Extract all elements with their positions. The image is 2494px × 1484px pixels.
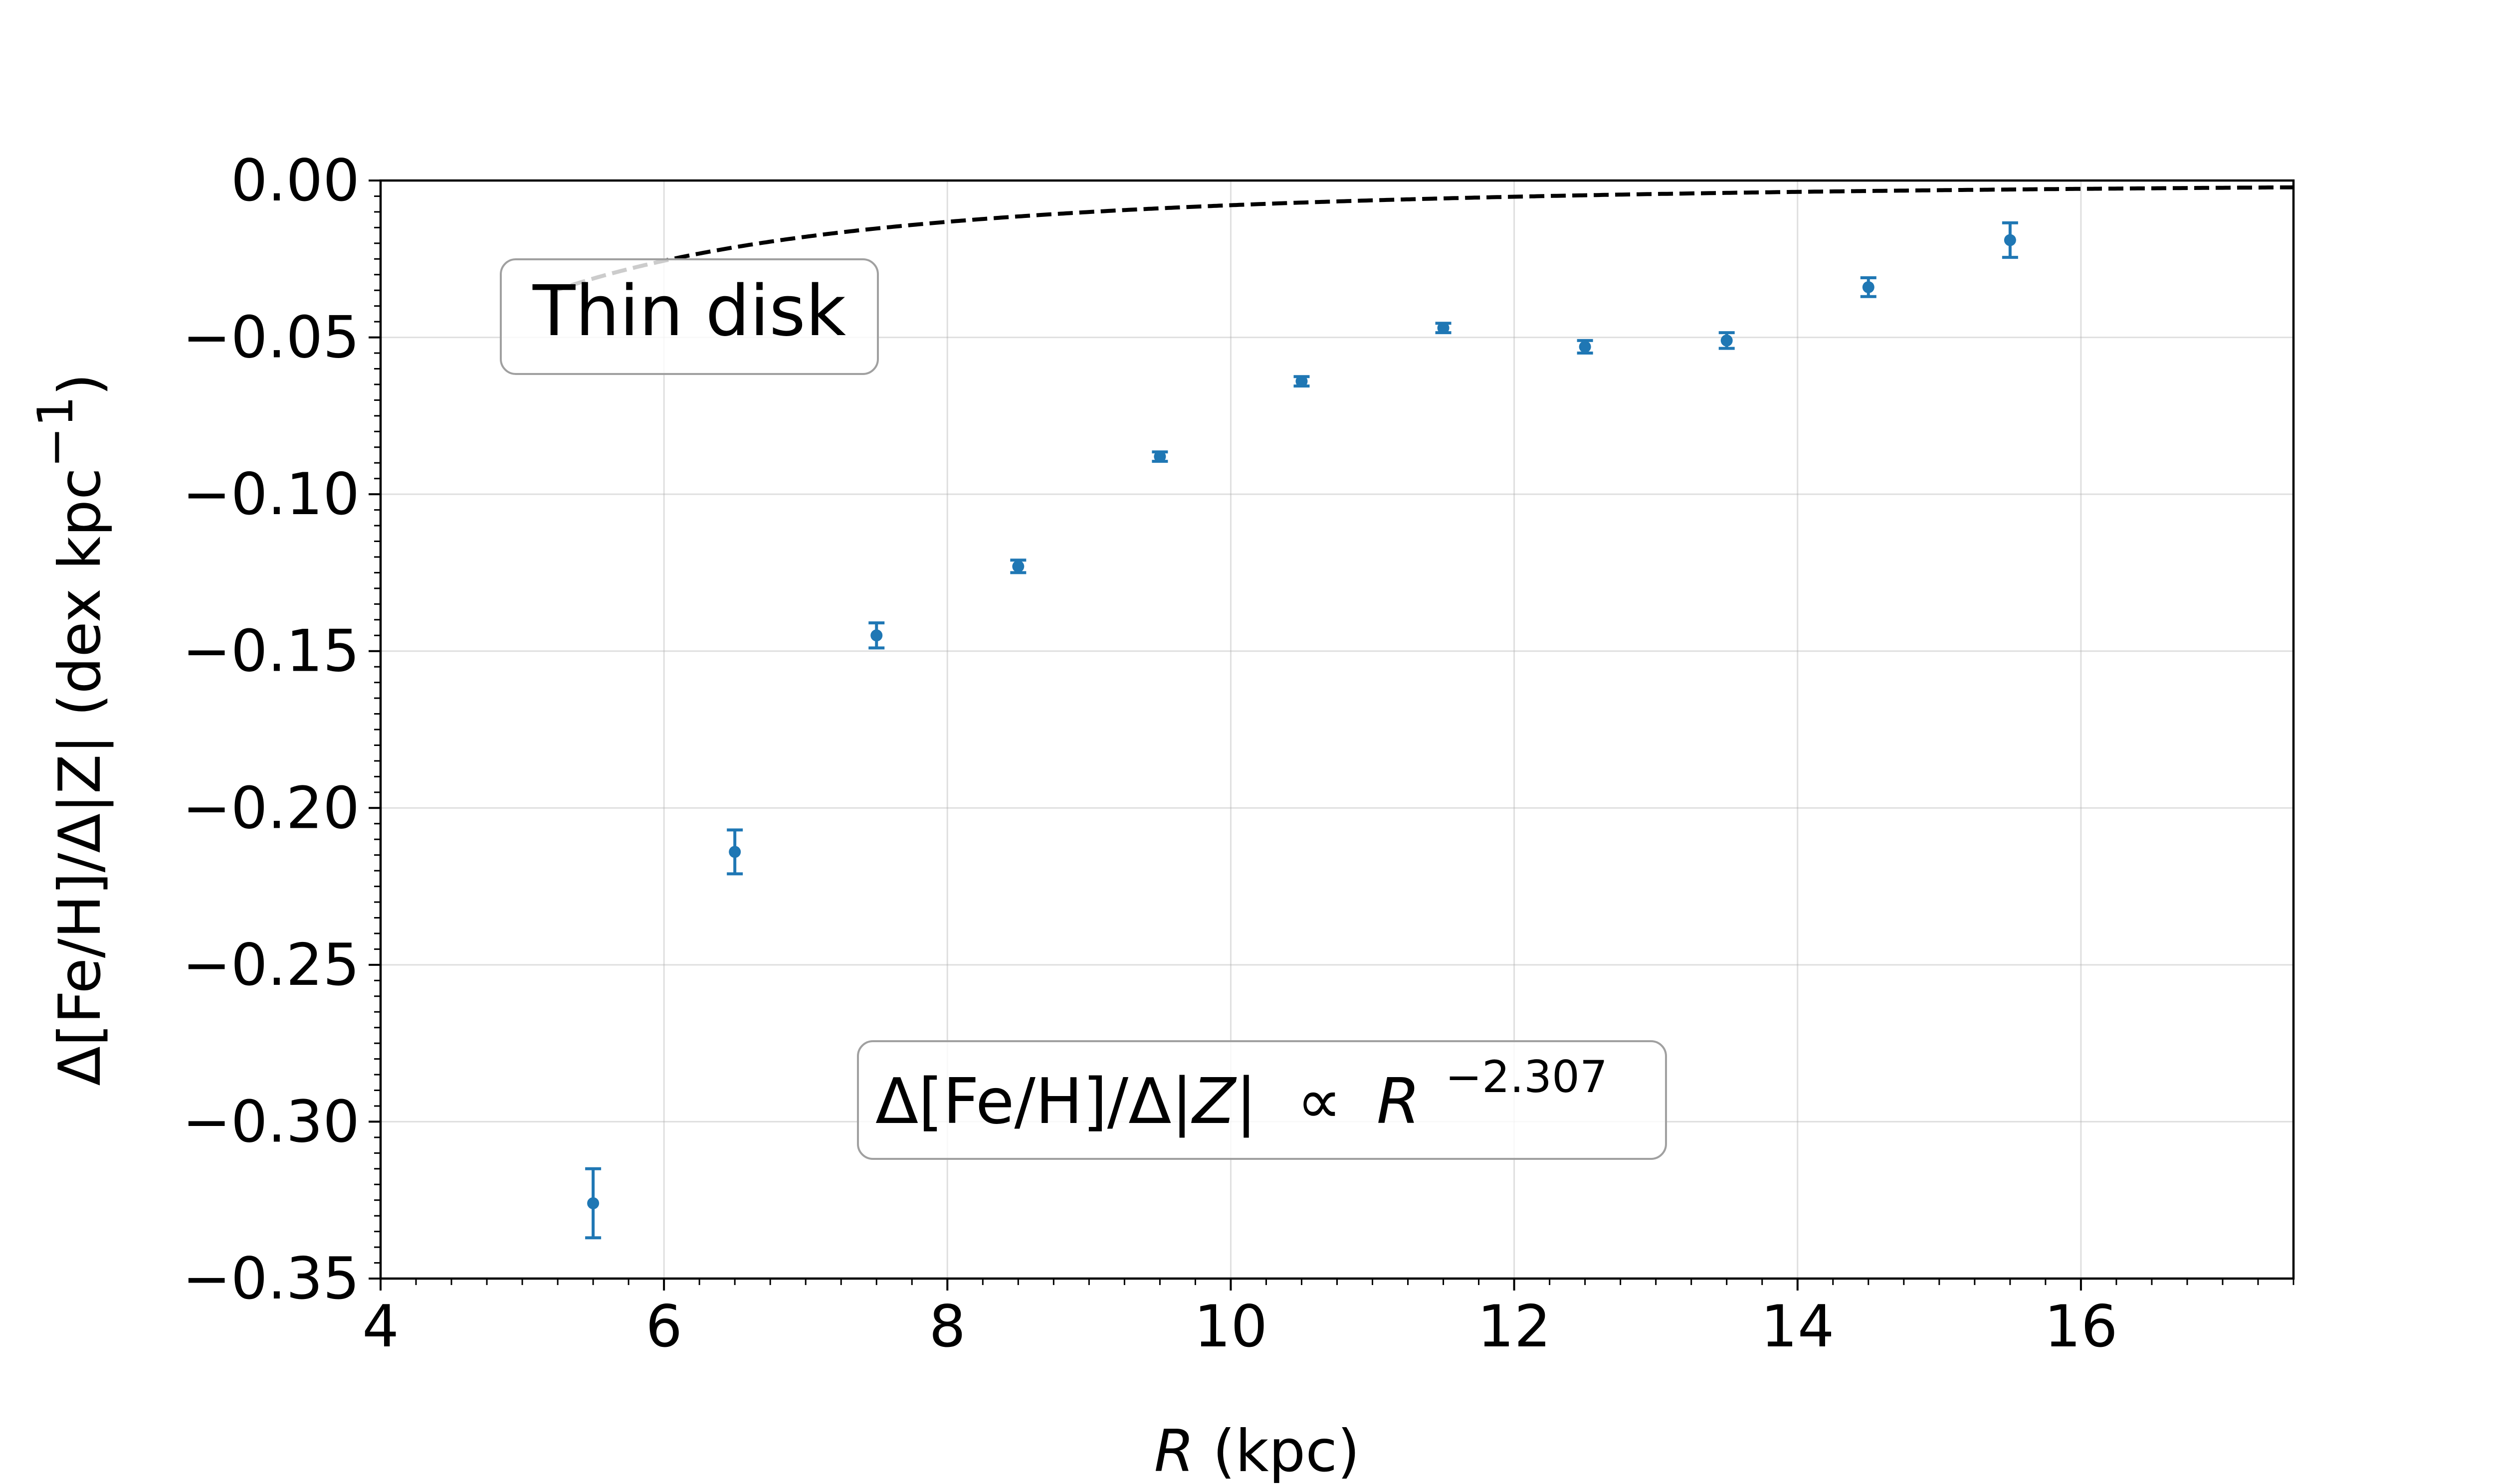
fit-exponent: −2.307 <box>1445 1051 1608 1103</box>
x-tick-label: 16 <box>2044 1293 2118 1360</box>
data-point <box>587 1197 600 1210</box>
data-point <box>2004 234 2016 246</box>
data-point <box>1012 560 1025 572</box>
data-point <box>1437 322 1450 334</box>
fit-annotation: Δ[Fe/H]/Δ|Z| ∝ R −2.307 <box>857 1040 1667 1160</box>
x-tick-label: 4 <box>362 1293 399 1360</box>
x-axis-unit: (kpc) <box>1194 1418 1360 1484</box>
data-point-group <box>727 828 743 876</box>
data-point-group <box>1293 375 1310 388</box>
data-point <box>1720 334 1733 347</box>
data-point-group <box>868 621 885 650</box>
thin-disk-annotation: Thin disk <box>500 258 879 375</box>
x-tick-labels: 4 6 8 10 12 14 16 <box>362 1293 2118 1360</box>
y-tick-label: −0.20 <box>183 774 360 842</box>
x-tick-label: 10 <box>1194 1293 1268 1360</box>
y-tick-label: −0.15 <box>183 618 360 685</box>
fit-lhs: Δ[Fe/H]/Δ| <box>875 1065 1193 1138</box>
data-point <box>1295 375 1308 387</box>
y-axis-text: Δ[Fe/H]/Δ|Z| (dex kpc <box>46 468 114 1086</box>
y-axis-sup: −1 <box>27 396 84 468</box>
fit-proportional: ∝ <box>1297 1065 1342 1138</box>
fit-equation: Δ[Fe/H]/Δ|Z| ∝ R −2.307 <box>875 1051 1608 1138</box>
data-point-group <box>585 1167 602 1240</box>
x-tick-label: 12 <box>1477 1293 1551 1360</box>
data-point-group <box>1435 322 1452 335</box>
data-point <box>1862 281 1874 293</box>
x-tick-label: 8 <box>929 1293 966 1360</box>
fit-box <box>857 1040 1667 1160</box>
fit-curve <box>550 185 2294 294</box>
thin-disk-box <box>500 258 879 375</box>
data-point <box>870 629 883 642</box>
y-tick-label: −0.30 <box>183 1088 360 1155</box>
data-point-group <box>1152 450 1168 463</box>
data-point-group <box>1577 339 1593 355</box>
x-tick-label: 14 <box>1761 1293 1835 1360</box>
fit-lhs-var: Z <box>1191 1065 1237 1138</box>
x-axis-var: R <box>1154 1418 1195 1484</box>
x-tick-label: 6 <box>645 1293 682 1360</box>
y-tick-labels: 0.00 −0.05 −0.10 −0.15 −0.20 −0.25 −0.30 −0.35 <box>183 147 360 1312</box>
data-point <box>1579 341 1591 353</box>
data-point-group <box>1718 331 1735 350</box>
x-axis-label: R (kpc) <box>1154 1418 1360 1484</box>
y-tick-label: −0.35 <box>183 1245 360 1312</box>
major-ticks <box>369 180 2082 1291</box>
fit-base: R <box>1377 1065 1421 1138</box>
data-point <box>729 846 741 858</box>
fit-layer <box>550 185 2294 294</box>
thin-disk-label: Thin disk <box>532 271 846 352</box>
data-point <box>1154 450 1166 463</box>
data-point-group <box>1010 558 1027 574</box>
fit-lhs-bar: | <box>1236 1065 1256 1138</box>
y-axis-label: Δ[Fe/H]/Δ|Z| (dex kpc−1) <box>27 373 114 1086</box>
y-tick-label: 0.00 <box>231 147 360 214</box>
y-tick-label: −0.10 <box>183 461 360 528</box>
y-axis-close: ) <box>46 373 114 396</box>
y-tick-label: −0.25 <box>183 931 360 999</box>
plot-frame <box>379 179 2295 1280</box>
y-tick-label: −0.05 <box>183 304 360 371</box>
data-point-group <box>1860 276 1876 298</box>
points-layer <box>585 221 2018 1240</box>
data-point-group <box>2002 221 2018 259</box>
